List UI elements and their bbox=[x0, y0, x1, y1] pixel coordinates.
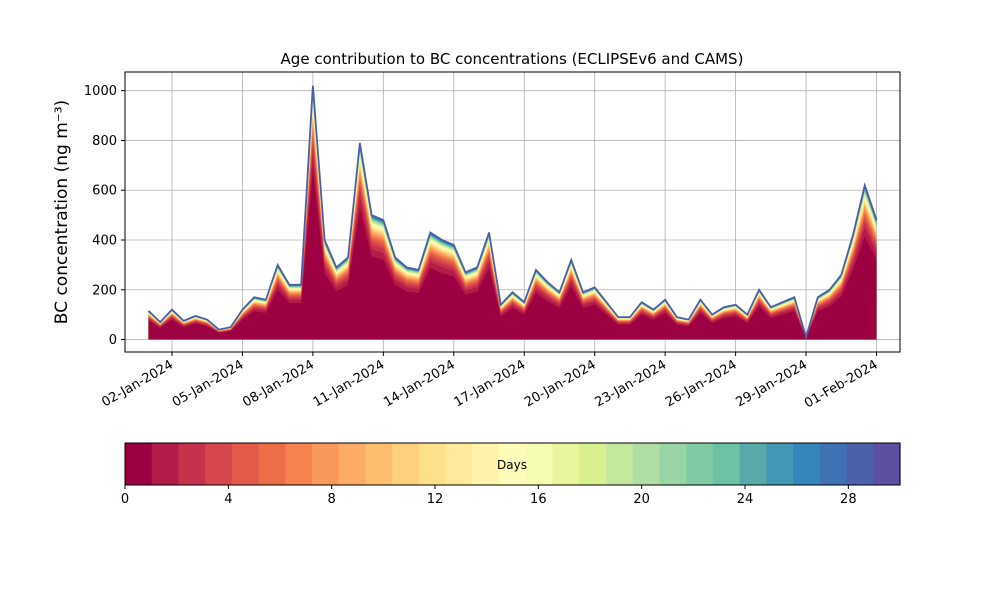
y-axis-ticks: 0 200 400 600 800 1000 bbox=[84, 84, 125, 348]
colorbar-tick-label: 24 bbox=[737, 492, 754, 507]
colorbar: 0 4 8 12 16 20 24 28 bbox=[121, 442, 901, 507]
colorbar-swatch bbox=[365, 443, 393, 485]
colorbar-swatch bbox=[712, 443, 741, 485]
colorbar-swatch bbox=[632, 443, 661, 485]
plot-frame bbox=[124, 71, 901, 353]
colorbar-swatch bbox=[392, 443, 420, 485]
colorbar-swatch bbox=[258, 443, 286, 485]
x-tick-label: 08-Jan-2024 bbox=[240, 357, 317, 410]
age-layer-0 bbox=[148, 170, 877, 340]
colorbar-swatch bbox=[338, 443, 367, 485]
colorbar-label: Days bbox=[497, 458, 527, 472]
colorbar-swatch bbox=[846, 443, 874, 485]
x-tick-label: 05-Jan-2024 bbox=[170, 357, 247, 410]
colorbar-swatch bbox=[606, 443, 634, 485]
colorbar-swatch bbox=[312, 443, 340, 485]
y-tick-label: 800 bbox=[92, 134, 117, 149]
colorbar-tick-label: 4 bbox=[224, 492, 232, 507]
y-tick-label: 0 bbox=[109, 333, 117, 348]
x-tick-label: 17-Jan-2024 bbox=[452, 357, 529, 410]
colorbar-tick-label: 20 bbox=[633, 492, 650, 507]
y-tick-label: 600 bbox=[92, 184, 117, 199]
x-tick-label: 20-Jan-2024 bbox=[522, 357, 599, 410]
colorbar-tick-label: 28 bbox=[840, 492, 857, 507]
stacked-areas bbox=[147, 85, 878, 341]
x-tick-label: 23-Jan-2024 bbox=[593, 357, 670, 410]
y-tick-label: 400 bbox=[92, 234, 117, 249]
total-outline bbox=[147, 85, 878, 341]
colorbar-swatch bbox=[151, 443, 180, 485]
colorbar-tick-label: 0 bbox=[121, 492, 129, 507]
colorbar-swatch bbox=[686, 443, 714, 485]
colorbar-swatch bbox=[231, 443, 260, 485]
x-tick-label: 14-Jan-2024 bbox=[381, 357, 458, 410]
colorbar-swatch bbox=[579, 443, 607, 485]
y-tick-label: 200 bbox=[92, 283, 117, 298]
colorbar-swatch bbox=[766, 443, 794, 485]
x-tick-label: 01-Feb-2024 bbox=[802, 357, 881, 411]
colorbar-tick-label: 12 bbox=[427, 492, 444, 507]
colorbar-swatch bbox=[178, 443, 206, 485]
colorbar-swatch bbox=[793, 443, 821, 485]
colorbar-swatch bbox=[445, 443, 474, 485]
y-axis-label: BC concentration (ng m⁻³) bbox=[52, 100, 72, 324]
colorbar-swatch bbox=[205, 443, 233, 485]
x-tick-label: 29-Jan-2024 bbox=[733, 357, 810, 410]
x-axis-ticks: 02-Jan-202405-Jan-202408-Jan-202411-Jan-… bbox=[99, 352, 881, 411]
x-tick-label: 02-Jan-2024 bbox=[99, 357, 176, 410]
colorbar-swatch bbox=[525, 443, 554, 485]
colorbar-swatch bbox=[873, 443, 901, 485]
colorbar-swatch bbox=[125, 443, 153, 485]
colorbar-swatch bbox=[819, 443, 848, 485]
chart-title: Age contribution to BC concentrations (E… bbox=[281, 50, 744, 68]
colorbar-swatch bbox=[285, 443, 313, 485]
colorbar-swatch bbox=[418, 443, 447, 485]
colorbar-frame bbox=[124, 442, 901, 486]
y-tick-label: 1000 bbox=[84, 84, 117, 99]
colorbar-swatch bbox=[499, 443, 527, 485]
colorbar-swatch bbox=[659, 443, 687, 485]
colorbar-swatch bbox=[472, 443, 500, 485]
colorbar-swatch bbox=[739, 443, 767, 485]
colorbar-tick-label: 16 bbox=[530, 492, 547, 507]
colorbar-tick-label: 8 bbox=[328, 492, 336, 507]
x-tick-label: 11-Jan-2024 bbox=[311, 357, 388, 410]
x-tick-label: 26-Jan-2024 bbox=[663, 357, 740, 410]
colorbar-swatch bbox=[552, 443, 580, 485]
